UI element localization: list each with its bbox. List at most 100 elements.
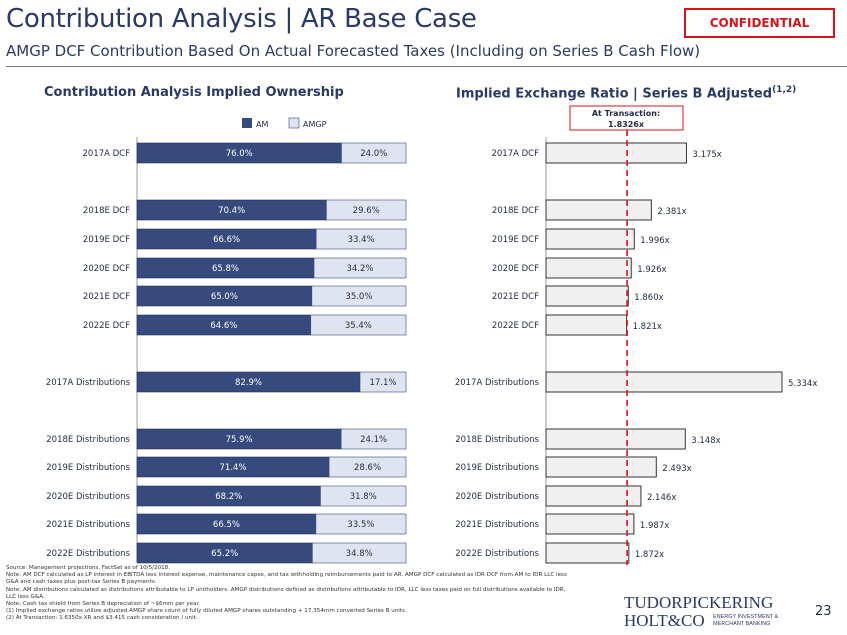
ownership-category-label: 2020E Distributions	[46, 492, 130, 502]
ownership-bar-amgp	[359, 371, 407, 393]
ownership-label-amgp: 29.6%	[353, 206, 380, 216]
footnote-line: Note: Cash tax shield from Series B depr…	[6, 601, 201, 608]
ownership-label-am: 68.2%	[215, 492, 242, 502]
ownership-label-amgp: 31.8%	[350, 492, 377, 502]
ownership-bar-amgp	[328, 456, 407, 478]
header-divider	[6, 66, 847, 67]
footnotes: Source: Management projections. FactSet …	[6, 565, 606, 623]
exchange-bar	[545, 142, 687, 164]
footnote-line: G&A and cash taxes plus post-tax Series …	[6, 579, 157, 586]
ownership-bar-amgp	[341, 142, 407, 164]
exchange-category-label: 2019E DCF	[492, 235, 539, 245]
exchange-value-label: 3.175x	[692, 150, 721, 160]
exchange-category-label: 2017A Distributions	[455, 378, 540, 388]
exchange-category-label: 2021E DCF	[492, 292, 539, 302]
footnote-line: Note: AM DCF calculated as LP interest i…	[6, 572, 567, 579]
logo-line2: HOLT&CO	[624, 611, 705, 628]
footnote-line: (2) At Transaction: 1.6350x XR and $3.41…	[6, 615, 198, 622]
exchange-bar	[545, 228, 635, 250]
ownership-label-amgp: 17.1%	[369, 378, 396, 388]
legend-amgp-label: AMGP	[303, 120, 327, 129]
exchange-bar	[545, 513, 635, 535]
exchange-category-label: 2018E DCF	[492, 206, 539, 216]
ownership-label-am: 65.8%	[212, 264, 239, 274]
ownership-category-label: 2017A DCF	[82, 149, 130, 159]
logo-tagline1: ENERGY INVESTMENT &	[713, 614, 779, 620]
page-number: 23	[815, 604, 832, 619]
exchange-category-label: 2020E Distributions	[455, 492, 539, 502]
at-transaction-value: 1.8326x	[608, 120, 645, 129]
exchange-category-label: 2022E Distributions	[455, 549, 539, 559]
ownership-bar-amgp	[313, 257, 407, 279]
ownership-category-label: 2019E Distributions	[46, 463, 130, 473]
exchange-bar	[545, 428, 686, 450]
logo-line1: TUDORPICKERING	[624, 594, 773, 612]
ownership-label-am: 70.4%	[218, 206, 245, 216]
logo-tagline2: MERCHANT BANKING	[713, 621, 770, 627]
ownership-label-am: 66.6%	[213, 235, 240, 245]
charts-canvas: AM AMGP 2017A DCF 76.0% 24.0% 2018E DCF 70.4% 2…	[46, 105, 817, 565]
ownership-label-amgp: 24.0%	[360, 149, 387, 159]
page-subtitle: AMGP DCF Contribution Based On Actual Fo…	[6, 42, 701, 60]
ownership-label-am: 65.0%	[211, 292, 238, 302]
ownership-label-amgp: 35.0%	[345, 292, 372, 302]
ownership-label-amgp: 34.2%	[346, 264, 373, 274]
exchange-category-label: 2021E Distributions	[455, 520, 539, 530]
exchange-bar	[545, 456, 657, 478]
ownership-category-label: 2022E Distributions	[46, 549, 130, 559]
ownership-bar-amgp	[310, 314, 407, 336]
exchange-value-label: 2.381x	[657, 207, 686, 217]
ownership-bar-amgp	[312, 542, 407, 564]
ownership-category-label: 2021E Distributions	[46, 520, 130, 530]
ownership-category-label: 2020E DCF	[83, 264, 130, 274]
exchange-category-label: 2019E Distributions	[455, 463, 539, 473]
ownership-label-amgp: 24.1%	[360, 435, 387, 445]
ownership-label-am: 71.4%	[220, 463, 247, 473]
footnote-line: Source: Management projections. FactSet …	[6, 565, 171, 571]
exchange-value-label: 1.860x	[634, 293, 663, 303]
ownership-bar-amgp	[326, 199, 407, 221]
ownership-bar-amgp	[320, 485, 407, 507]
ownership-chart-title: Contribution Analysis Implied Ownership	[44, 85, 344, 100]
exchange-chart-title: Implied Exchange Ratio | Series B Adjust…	[456, 85, 796, 101]
tudor-pickering-holt-logo: TUDORPICKERING HOLT&CO ENERGY INVESTMENT…	[624, 594, 779, 628]
ownership-label-am: 65.2%	[211, 549, 238, 559]
exchange-value-label: 1.821x	[633, 322, 662, 332]
exchange-value-label: 1.872x	[635, 550, 664, 560]
ownership-bar-amgp	[311, 285, 407, 307]
ownership-category-label: 2017A Distributions	[46, 378, 131, 388]
exchange-bar	[545, 199, 652, 221]
exchange-category-label: 2022E DCF	[492, 321, 539, 331]
exchange-bar	[545, 314, 628, 336]
ownership-label-amgp: 33.4%	[348, 235, 375, 245]
exchange-category-label: 2017A DCF	[491, 149, 539, 159]
ownership-bar-amgp	[315, 228, 407, 250]
exchange-bar	[545, 542, 630, 564]
ownership-label-am: 76.0%	[226, 149, 253, 159]
ownership-label-am: 75.9%	[226, 435, 253, 445]
exchange-value-label: 1.987x	[640, 521, 669, 531]
ownership-chart-title-text: Contribution Analysis Implied Ownership	[44, 85, 344, 100]
ownership-label-amgp: 34.8%	[346, 549, 373, 559]
exchange-bar	[545, 285, 629, 307]
ownership-category-label: 2018E Distributions	[46, 435, 130, 445]
ownership-category-label: 2021E DCF	[83, 292, 130, 302]
exchange-value-label: 2.493x	[662, 464, 691, 474]
at-transaction-box	[569, 105, 684, 131]
ownership-label-am: 82.9%	[235, 378, 262, 388]
exchange-chart-title-footnote: (1,2)	[772, 85, 797, 95]
ownership-label-am: 66.5%	[213, 520, 240, 530]
exchange-category-label: 2018E Distributions	[455, 435, 539, 445]
footnote-line: LLC less G&A.	[6, 593, 45, 600]
ownership-bar-amgp	[315, 513, 407, 535]
ownership-label-amgp: 33.5%	[347, 520, 374, 530]
legend-am-label: AM	[256, 120, 268, 129]
ownership-category-label: 2022E DCF	[83, 321, 130, 331]
exchange-value-label: 2.146x	[647, 493, 676, 503]
footnote-line: (1) Implied exchange ratios utilize adju…	[6, 608, 407, 615]
exchange-bar	[545, 371, 783, 393]
legend-amgp-swatch	[288, 117, 300, 129]
page-title: Contribution Analysis | AR Base Case	[6, 4, 477, 34]
exchange-category-label: 2020E DCF	[492, 264, 539, 274]
exchange-value-label: 1.996x	[640, 236, 669, 246]
